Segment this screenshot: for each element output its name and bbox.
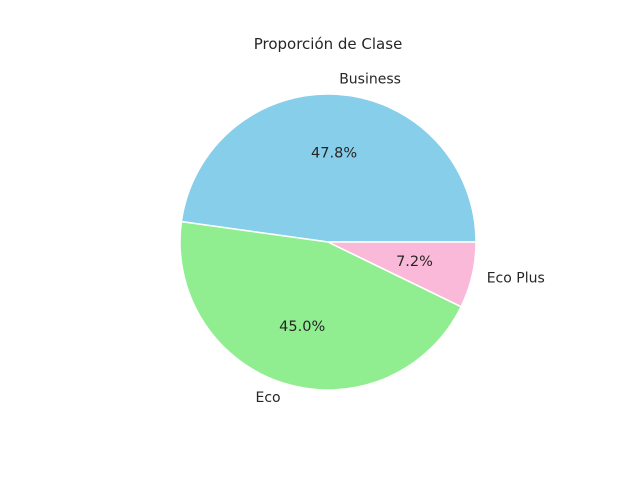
- pie-slice-eco: [179, 220, 462, 391]
- pie-labels: Business 47.8% Eco 45.0% Eco Plus 7.2%: [255, 72, 544, 406]
- pie-slices: [179, 93, 477, 391]
- percent-label-business: 47.8%: [311, 145, 357, 161]
- pie-slice-eco-plus: [327, 241, 477, 308]
- percent-label-eco-plus: 7.2%: [396, 254, 433, 270]
- pie-slice-business: [180, 93, 477, 243]
- category-label-eco-plus: Eco Plus: [487, 271, 545, 287]
- category-label-business: Business: [339, 72, 401, 88]
- category-label-eco: Eco: [255, 390, 280, 406]
- chart-title: Proporción de Clase: [254, 35, 403, 53]
- percent-label-eco: 45.0%: [279, 319, 325, 335]
